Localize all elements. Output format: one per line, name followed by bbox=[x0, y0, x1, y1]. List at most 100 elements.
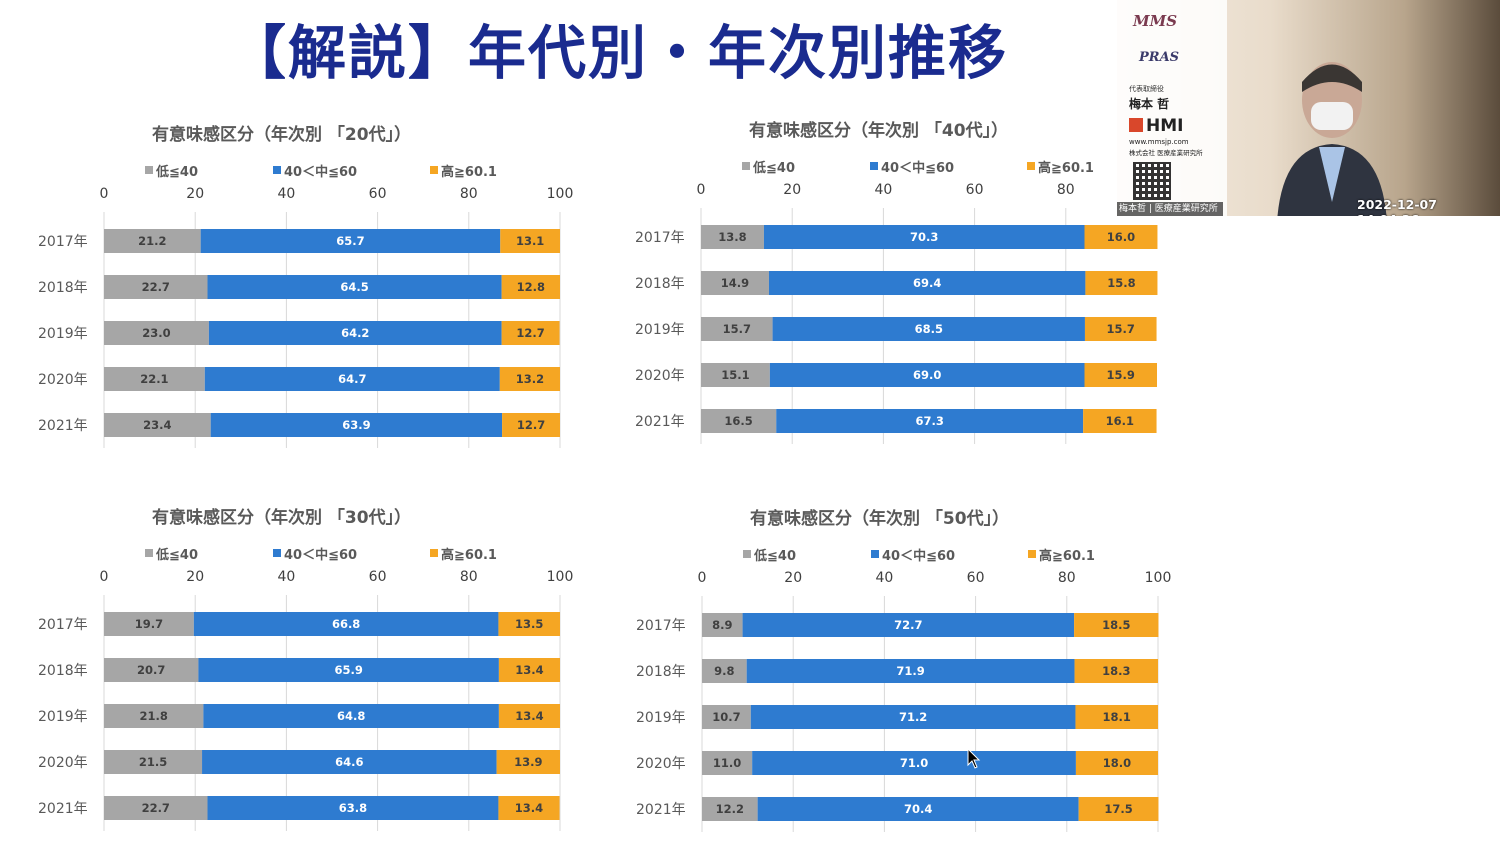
row-label: 2019年 bbox=[38, 709, 88, 725]
data-label: 14.9 bbox=[721, 276, 749, 290]
legend-swatch-1 bbox=[870, 162, 878, 170]
data-label: 13.2 bbox=[516, 372, 544, 386]
data-label: 15.9 bbox=[1107, 368, 1135, 382]
data-label: 63.8 bbox=[339, 801, 367, 815]
row-label: 2020年 bbox=[635, 368, 685, 384]
x-tick-label: 20 bbox=[783, 182, 801, 198]
bar-segment bbox=[701, 225, 764, 249]
legend-swatch-0 bbox=[742, 162, 750, 170]
bar-segment bbox=[702, 613, 743, 637]
row-label: 2017年 bbox=[38, 234, 88, 250]
data-label: 68.5 bbox=[915, 322, 943, 336]
bar-segment bbox=[498, 704, 560, 728]
x-tick-label: 100 bbox=[547, 186, 574, 202]
bar-segment bbox=[701, 317, 773, 341]
chart-30s: 有意味感区分（年次別 「30代」） 低≦40 40＜中≦60 高≧60.1 0 20 40 6… bbox=[30, 495, 610, 835]
legend-swatch-0 bbox=[145, 549, 153, 557]
legend-swatch-2 bbox=[1028, 550, 1036, 558]
company-url: www.mmsjp.com bbox=[1129, 138, 1189, 146]
chart-title: 有意味感区分（年次別 「30代」） bbox=[152, 507, 411, 528]
bar-segment bbox=[207, 796, 499, 820]
legend-label: 40＜中≦60 bbox=[882, 548, 955, 564]
bar-segment bbox=[104, 275, 208, 299]
logo-strip: MMS PRAS 代表取締役 梅本 哲 HMI www.mmsjp.com 株式… bbox=[1117, 0, 1227, 216]
bar-segment bbox=[200, 229, 501, 253]
row-label: 2019年 bbox=[38, 326, 88, 342]
legend-swatch-2 bbox=[430, 549, 438, 557]
x-tick-label: 40 bbox=[875, 570, 893, 586]
presenter-role: 代表取締役 bbox=[1129, 85, 1164, 93]
legend-label: 40＜中≦60 bbox=[284, 547, 357, 563]
row-label: 2020年 bbox=[38, 755, 88, 771]
legend-label: 40＜中≦60 bbox=[881, 160, 954, 176]
bar-segment bbox=[1074, 659, 1158, 683]
row-label: 2018年 bbox=[38, 280, 88, 296]
legend-swatch-1 bbox=[273, 166, 281, 174]
data-label: 21.5 bbox=[139, 755, 167, 769]
bar-segment bbox=[104, 367, 205, 391]
x-tick-label: 40 bbox=[277, 569, 295, 585]
hmi-mark-icon bbox=[1129, 118, 1143, 132]
legend-label: 高≧60.1 bbox=[1039, 548, 1095, 564]
bar-segment bbox=[702, 797, 758, 821]
data-label: 15.7 bbox=[1107, 322, 1135, 336]
x-tick-label: 0 bbox=[100, 569, 109, 585]
bar-segment bbox=[210, 413, 503, 437]
data-label: 19.7 bbox=[135, 617, 163, 631]
data-label: 65.7 bbox=[336, 234, 364, 248]
bar-segment bbox=[104, 704, 204, 728]
qr-code-icon bbox=[1133, 162, 1171, 200]
data-label: 23.0 bbox=[142, 326, 170, 340]
company-name: 株式会社 医療産業研究所 bbox=[1129, 149, 1203, 157]
bar-segment bbox=[701, 409, 777, 433]
data-label: 70.3 bbox=[910, 230, 938, 244]
bar-segment bbox=[701, 363, 770, 387]
bar-segment bbox=[104, 750, 203, 774]
data-label: 15.1 bbox=[721, 368, 749, 382]
hmi-logo-text: HMI bbox=[1146, 116, 1184, 136]
bar-segment bbox=[498, 658, 560, 682]
bar-segment bbox=[702, 751, 753, 775]
legend-swatch-1 bbox=[871, 550, 879, 558]
bar-segment bbox=[750, 705, 1076, 729]
legend-label: 低≦40 bbox=[155, 164, 198, 180]
data-label: 15.8 bbox=[1107, 276, 1135, 290]
bar-segment bbox=[742, 613, 1075, 637]
bar-segment bbox=[1083, 409, 1157, 433]
data-label: 66.8 bbox=[332, 617, 360, 631]
bar-segment bbox=[104, 658, 199, 682]
chart-svg: 有意味感区分（年次別 「40代」） 低≦40 40＜中≦60 高≧60.1 0 20 40 6… bbox=[635, 120, 1158, 444]
x-tick-label: 80 bbox=[1057, 182, 1075, 198]
data-label: 13.9 bbox=[514, 755, 542, 769]
x-tick-label: 80 bbox=[460, 569, 478, 585]
data-label: 64.7 bbox=[338, 372, 366, 386]
bar-segment bbox=[702, 705, 751, 729]
row-label: 2020年 bbox=[38, 372, 88, 388]
bar-segment bbox=[501, 275, 560, 299]
row-label: 2018年 bbox=[636, 664, 686, 680]
data-label: 13.4 bbox=[515, 709, 543, 723]
data-label: 12.2 bbox=[716, 802, 744, 816]
row-label: 2017年 bbox=[38, 617, 88, 633]
row-label: 2021年 bbox=[635, 414, 685, 430]
bar-segment bbox=[768, 271, 1086, 295]
x-tick-label: 0 bbox=[698, 570, 707, 586]
x-tick-label: 80 bbox=[460, 186, 478, 202]
row-label: 2018年 bbox=[635, 276, 685, 292]
data-label: 20.7 bbox=[137, 663, 165, 677]
data-label: 12.7 bbox=[516, 326, 544, 340]
row-label: 2017年 bbox=[635, 230, 685, 246]
row-label: 2020年 bbox=[636, 756, 686, 772]
bar-segment bbox=[776, 409, 1084, 433]
data-label: 22.1 bbox=[140, 372, 168, 386]
row-label: 2017年 bbox=[636, 618, 686, 634]
data-label: 67.3 bbox=[915, 414, 943, 428]
bar-segment bbox=[702, 659, 747, 683]
bar-segment bbox=[1084, 225, 1158, 249]
data-label: 16.1 bbox=[1106, 414, 1134, 428]
data-label: 71.0 bbox=[900, 756, 928, 770]
bar-segment bbox=[763, 225, 1085, 249]
legend-swatch-1 bbox=[273, 549, 281, 557]
x-tick-label: 100 bbox=[547, 569, 574, 585]
data-label: 18.0 bbox=[1103, 756, 1131, 770]
